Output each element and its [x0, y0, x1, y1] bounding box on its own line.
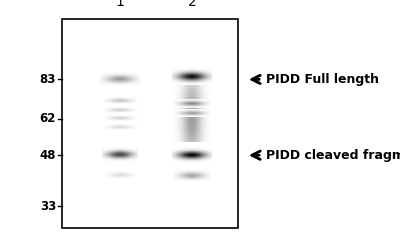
Text: 2: 2: [188, 0, 196, 9]
FancyBboxPatch shape: [62, 19, 238, 228]
Text: PIDD cleaved fragment: PIDD cleaved fragment: [266, 149, 400, 162]
Text: PIDD Full length: PIDD Full length: [266, 73, 379, 86]
Text: 48: 48: [40, 149, 56, 162]
Text: 1: 1: [116, 0, 124, 9]
Text: 83: 83: [40, 73, 56, 86]
Text: 62: 62: [40, 112, 56, 125]
Text: 33: 33: [40, 200, 56, 213]
